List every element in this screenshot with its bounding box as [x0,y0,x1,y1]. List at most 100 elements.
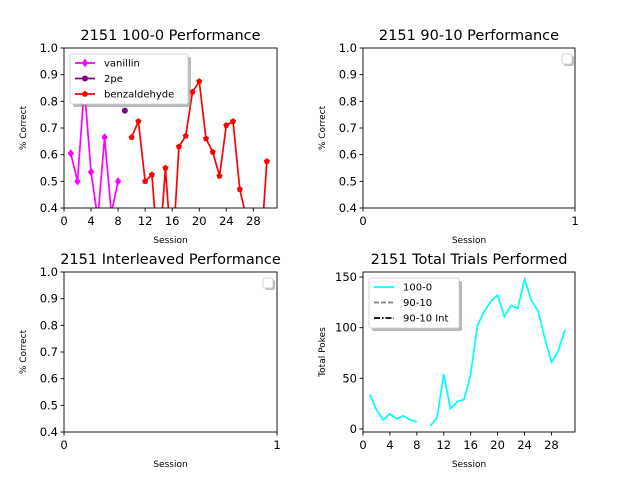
legend: vanillin 2pe benzaldehyde [69,53,191,107]
y-tick-label: 0.8 [40,94,58,108]
x-tick-label: 16 [165,214,180,228]
axes-frame [362,271,576,433]
x-tick-label: 8 [413,438,420,452]
data-point [209,148,216,155]
x-axis-label: Session [452,236,486,246]
legend: 100-0 90-10 90-10 Int [368,277,462,331]
x-axis-label: Session [153,460,187,470]
data-point [142,178,149,184]
x-tick-label: 0 [359,214,366,228]
x-tick-label: 20 [192,214,207,228]
subplot-2: 2151 90-10 Performance 0 1 0.4 0.5 0.6 0.7 0.8 0… [318,28,579,246]
data-point [230,118,237,124]
y-tick-label: 0.7 [40,345,58,359]
x-tick-label: 16 [463,438,478,452]
subplot-3: 2151 Interleaved Performance 0 1 0.4 0.5 0.6 0… [19,252,281,470]
legend-label: 2pe [104,74,123,85]
axes-frame [362,47,576,209]
y-axis-label: % Correct [19,105,29,150]
y-tick-label: 0.6 [339,148,357,162]
y-axis-label: % Correct [318,105,328,150]
legend-box [69,53,189,105]
data-point [196,78,203,84]
x-tick-label: 12 [436,438,451,452]
y-tick-label: 100 [335,321,357,335]
y-tick-label: 0.7 [339,121,357,135]
y-tick-label: 1.0 [339,41,357,55]
series-group [67,78,270,222]
series-line-100-0 [429,275,566,427]
x-tick-label: 1 [571,214,578,228]
subplot-1: 2151 100-0 Performance 0 4 8 12 16 20 24 28 0.4 0.… [19,28,278,246]
x-tick-label: 4 [386,438,393,452]
x-tick-label: 0 [359,438,366,452]
chart-title: 2151 Interleaved Performance [60,252,281,268]
legend-label: vanillin [104,59,140,70]
x-tick-label: 0 [60,214,67,228]
x-tick-label: 28 [246,214,261,228]
data-point [128,134,135,140]
x-tick-label: 0 [60,438,67,452]
y-tick-label: 0.8 [339,94,357,108]
legend-box [368,277,460,329]
legend-label: benzaldehyde [104,90,174,101]
data-point [135,118,142,124]
data-point [67,149,74,158]
data-point [175,143,182,150]
x-tick-label: 8 [114,214,121,228]
y-tick-label: 0.8 [40,318,58,332]
legend-box [262,277,274,289]
y-tick-label: 0.9 [40,68,58,82]
data-point [95,214,101,222]
chart-title: 2151 90-10 Performance [379,28,559,44]
data-point [114,177,122,186]
x-tick-label: 20 [490,438,505,452]
series-line-benzaldehyde [130,78,268,208]
axes-frame [63,271,278,433]
data-point [74,177,81,186]
subplot-4: 2151 Total Trials Performed 0 4 8 12 16 20 24 28… [318,252,576,470]
y-tick-label: 0.5 [339,174,357,188]
y-tick-label: 0.9 [339,68,357,82]
data-point [236,186,243,192]
series-line-100-0 [368,394,418,423]
x-tick-label: 12 [138,214,153,228]
legend-marker [81,58,89,68]
data-point [223,122,230,128]
legend-marker [82,75,88,82]
x-axis-label: Session [153,236,187,246]
data-point [263,158,270,164]
data-point [202,135,210,142]
x-tick-label: 28 [544,438,559,452]
x-tick-label: 1 [273,438,280,452]
data-point [87,167,95,177]
y-tick-label: 0.7 [40,121,58,135]
legend [262,277,275,290]
y-tick-label: 0.5 [40,174,58,188]
x-tick-label: 24 [517,438,532,452]
legend-label: 90-10 Int [403,314,449,325]
y-tick-label: 0.5 [40,398,58,412]
series-group [368,275,566,427]
data-point [101,133,108,142]
x-tick-label: 24 [219,214,234,228]
series-line-vanillin [69,86,119,208]
legend-label: 90-10 [403,298,432,309]
y-tick-label: 0.6 [40,148,58,162]
x-axis-label: Session [452,460,486,470]
chart-title: 2151 Total Trials Performed [371,252,568,268]
y-tick-label: 0.9 [40,292,58,306]
data-point [182,132,189,139]
y-tick-label: 1.0 [40,265,58,279]
legend-box [561,53,573,65]
y-axis-label: % Correct [19,329,29,374]
y-tick-label: 50 [342,371,357,385]
y-tick-label: 0.4 [40,201,58,215]
y-tick-label: 1.0 [40,41,58,55]
legend-label: 100-0 [403,283,432,294]
legend [561,53,574,66]
data-point [162,164,169,171]
data-point [216,172,223,179]
x-tick-label: 4 [87,214,94,228]
